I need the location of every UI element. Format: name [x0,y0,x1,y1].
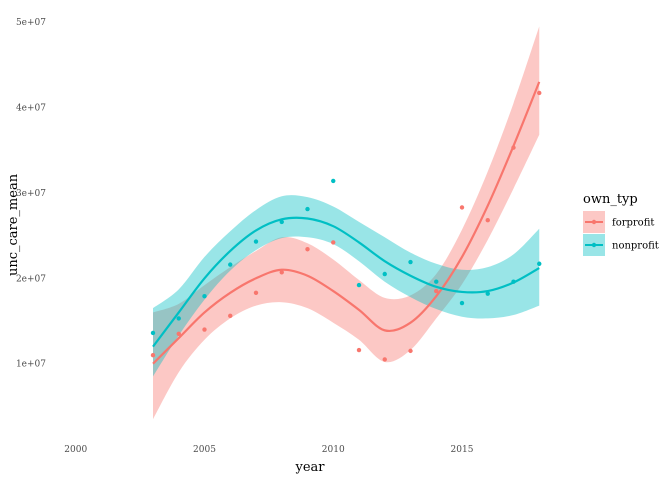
data-point-forprofit [331,240,336,245]
y-tick-label: 1e+07 [16,360,46,370]
x-tick-label: 2015 [451,445,474,455]
smooth-line-forprofit [152,81,541,365]
legend-label-nonprofit: nonprofit [612,241,659,252]
legend-label-forprofit: forprofit [612,218,654,229]
data-point-nonprofit [279,219,284,225]
data-point-forprofit [150,352,156,358]
data-point-nonprofit [434,279,439,284]
data-points [150,90,542,362]
data-point-forprofit [485,218,490,223]
data-point-nonprofit [253,239,259,244]
data-point-nonprofit [537,261,542,266]
x-tick-label: 2010 [322,445,345,455]
smooth-lines [152,81,541,365]
x-tick-label: 2000 [64,445,87,455]
data-point-nonprofit [356,282,362,288]
data-point-forprofit [228,313,233,319]
data-point-nonprofit [202,294,207,299]
axes: 2000 2005 2010 2015 1e+07 2e+07 3e+07 4e+07 5e+0… [16,18,474,455]
y-tick-label: 2e+07 [16,274,46,284]
data-point-nonprofit [176,316,181,321]
smooth-line-nonprofit [152,216,540,348]
data-point-forprofit [356,347,362,353]
data-point-nonprofit [305,206,310,212]
y-tick-label: 3e+07 [16,189,46,199]
data-point-forprofit [511,145,516,150]
data-point-nonprofit [408,259,413,265]
data-point-forprofit [253,290,259,295]
legend: own_typ forprofit nonprofit [583,192,659,256]
data-point-forprofit [279,270,284,275]
legend-point-nonprofit [591,242,597,248]
data-point-nonprofit [382,271,387,277]
y-tick-label: 4e+07 [16,103,46,113]
data-point-forprofit [459,205,465,210]
data-point-nonprofit [331,178,336,184]
data-point-forprofit [434,288,439,294]
data-point-nonprofit [228,262,233,267]
data-point-forprofit [202,327,207,332]
data-point-forprofit [176,331,181,336]
x-tick-label: 2005 [193,445,216,455]
data-point-nonprofit [511,279,516,284]
data-point-nonprofit [485,291,490,296]
y-axis-title: unc_care_mean [6,173,21,276]
data-point-forprofit [305,247,310,252]
x-axis-title: year [294,460,325,475]
data-point-nonprofit [459,300,465,306]
legend-point-forprofit [591,219,597,225]
confidence-band-nonprofit [153,195,540,377]
confidence-bands [153,26,540,420]
data-point-nonprofit [150,330,156,336]
y-tick-label: 5e+07 [16,18,46,28]
legend-title: own_typ [583,192,638,207]
data-point-forprofit [382,357,387,362]
data-point-forprofit [408,348,413,354]
data-point-forprofit [537,90,542,96]
